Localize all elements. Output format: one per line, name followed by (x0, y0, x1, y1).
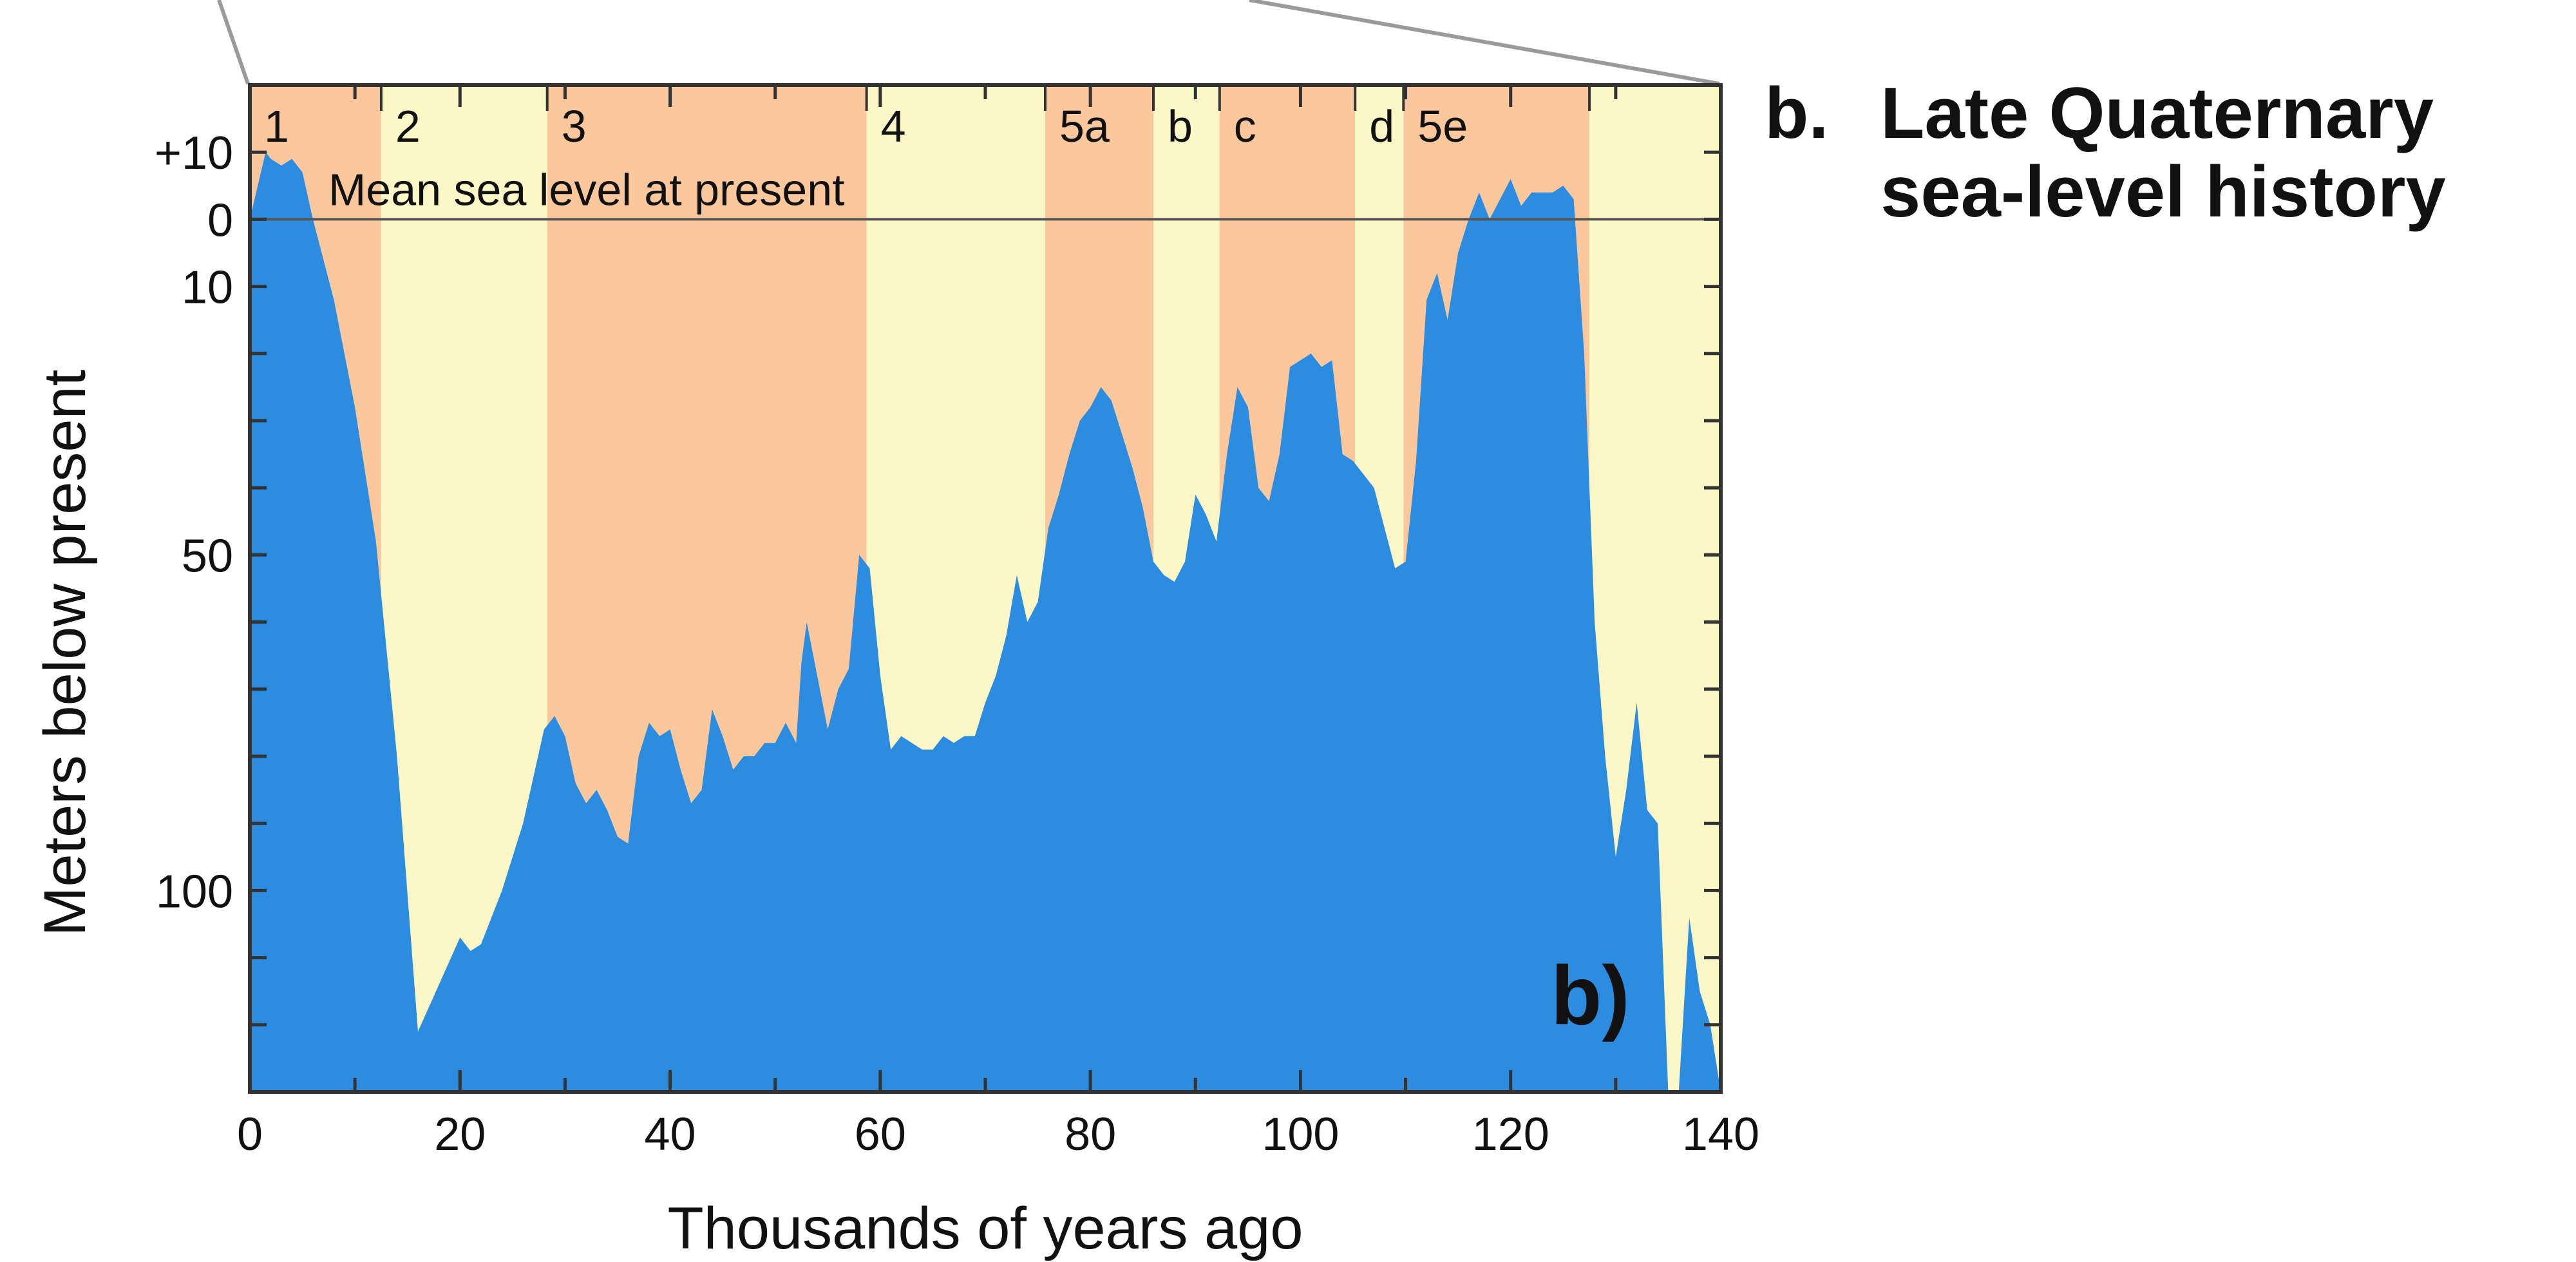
zoom-connector-left (217, 0, 250, 84)
y-tick-label: 50 (182, 530, 233, 582)
x-tick-label: 120 (1472, 1109, 1549, 1160)
stage-label-4: 4 (881, 101, 906, 151)
x-tick-label: 140 (1682, 1109, 1759, 1160)
stage-label-1: 1 (264, 101, 289, 151)
x-tick-label: 20 (434, 1109, 486, 1160)
y-tick-label: 0 (207, 195, 233, 246)
x-axis-tick-labels: 0 20 40 60 80 100 120 140 (237, 1109, 1759, 1160)
y-axis-tick-labels: +10 0 10 50 100 (155, 128, 233, 917)
plot-frame (248, 83, 1723, 1094)
stage-label-3: 3 (562, 101, 587, 151)
y-axis-title: Meters below present (32, 370, 98, 937)
figure-title-line2: sea-level history (1880, 151, 2446, 232)
x-tick-label: 80 (1065, 1109, 1116, 1160)
panel-letter: b) (1551, 948, 1630, 1042)
figure-title-line1: Late Quaternary (1880, 73, 2434, 153)
x-axis-title: Thousands of years ago (667, 1196, 1303, 1261)
x-tick-label: 60 (855, 1109, 906, 1160)
zoom-connector-right (1249, 0, 1720, 86)
stage-labels: 1 2 3 4 5a b c d 5e (264, 85, 1591, 151)
x-tick-label: 40 (645, 1109, 696, 1160)
stage-label-5e: 5e (1417, 101, 1468, 151)
figure-title: b. Late Quaternary sea-level history (1765, 74, 2446, 231)
y-tick-label: 100 (156, 866, 233, 917)
stage-label-b: b (1168, 101, 1193, 151)
figure-title-prefix: b. (1765, 73, 1829, 153)
y-tick-label: +10 (155, 128, 233, 179)
mean-sea-level-label: Mean sea level at present (328, 164, 845, 215)
x-tick-label: 0 (237, 1109, 263, 1160)
sea-level-area (250, 152, 1721, 1093)
stage-label-5a: 5a (1059, 101, 1110, 151)
stage-label-c: c (1234, 101, 1256, 151)
x-tick-label: 100 (1262, 1109, 1339, 1160)
stage-label-2: 2 (395, 101, 421, 151)
y-tick-label: 10 (182, 262, 233, 314)
stage-label-d: d (1369, 101, 1394, 151)
